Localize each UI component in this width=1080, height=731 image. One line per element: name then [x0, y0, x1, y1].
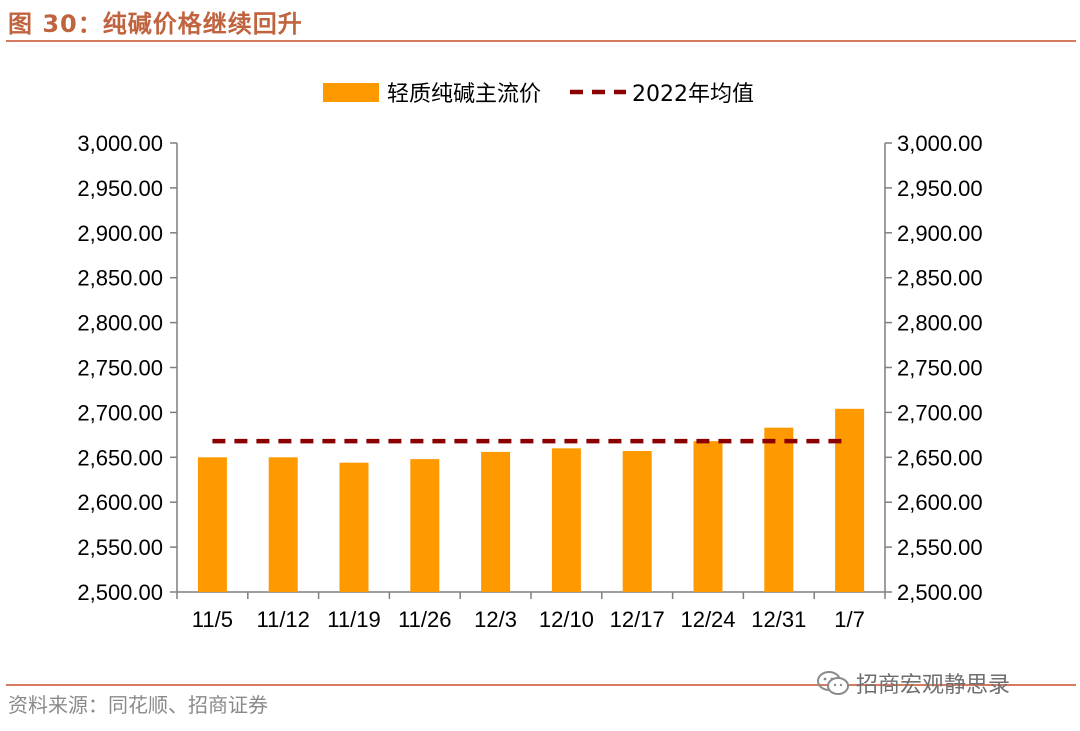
x-tick-label: 12/24 [680, 607, 735, 632]
bar [339, 462, 369, 592]
bar [693, 441, 723, 592]
legend-bar-label: 轻质纯碱主流价 [387, 82, 541, 107]
chart-canvas: 2,500.00 2,500.00 2,550.00 2,550.00 2,600.00… [77, 82, 983, 632]
x-tick-label: 11/12 [256, 607, 309, 632]
y-tick-label-right: 2,800.00 [897, 311, 983, 336]
y-tick-label-left: 2,500.00 [77, 580, 163, 605]
x-tick-label: 1/7 [834, 607, 865, 632]
y-tick-label-left: 2,600.00 [77, 490, 163, 515]
x-tick-label: 12/3 [474, 607, 517, 632]
y-tick-label-left: 3,000.00 [77, 131, 163, 156]
y-tick-label-right: 2,900.00 [897, 221, 983, 246]
figure-title: 图 30：纯碱价格继续回升 [8, 10, 303, 38]
x-tick-label: 12/10 [539, 607, 594, 632]
watermark-text: 招商宏观静思录 [856, 673, 1011, 698]
bar [622, 451, 652, 592]
y-tick-label-left: 2,800.00 [77, 311, 163, 336]
y-tick-label-left: 2,550.00 [77, 535, 163, 560]
legend-bar-swatch [323, 83, 379, 102]
bar [551, 448, 581, 592]
bar [764, 427, 794, 592]
top-divider [6, 40, 1076, 42]
x-tick-label: 12/31 [751, 607, 806, 632]
y-tick-label-left: 2,700.00 [77, 400, 163, 425]
y-tick-label-right: 3,000.00 [897, 131, 983, 156]
bar [410, 459, 440, 592]
y-tick-label-left: 2,750.00 [77, 356, 163, 381]
y-tick-label-left: 2,850.00 [77, 266, 163, 291]
y-tick-label-left: 2,900.00 [77, 221, 163, 246]
watermark: 招商宏观静思录 [816, 666, 1010, 700]
y-tick-label-right: 2,650.00 [897, 445, 983, 470]
legend-line-label: 2022年均值 [632, 82, 754, 107]
x-tick-label: 12/17 [610, 607, 665, 632]
y-tick-label-right: 2,600.00 [897, 490, 983, 515]
y-tick-label-left: 2,650.00 [77, 445, 163, 470]
y-tick-label-right: 2,750.00 [897, 356, 983, 381]
bar [481, 451, 511, 592]
y-tick-label-right: 2,950.00 [897, 176, 983, 201]
y-tick-label-right: 2,500.00 [897, 580, 983, 605]
y-tick-label-right: 2,850.00 [897, 266, 983, 291]
source-note: 资料来源：同花顺、招商证券 [8, 693, 268, 717]
x-tick-label: 11/5 [192, 607, 233, 632]
wechat-icon [817, 671, 849, 695]
bar [197, 457, 227, 592]
bottom-divider [6, 684, 1076, 686]
y-tick-label-right: 2,550.00 [897, 535, 983, 560]
bar [268, 457, 298, 592]
x-tick-label: 11/19 [327, 607, 380, 632]
bar [835, 408, 865, 592]
x-tick-label: 11/26 [398, 607, 451, 632]
y-tick-label-left: 2,950.00 [77, 176, 163, 201]
y-tick-label-right: 2,700.00 [897, 400, 983, 425]
